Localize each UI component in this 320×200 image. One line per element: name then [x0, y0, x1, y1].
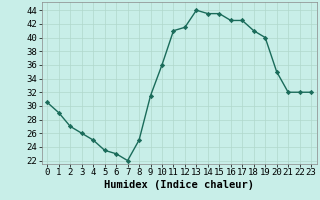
X-axis label: Humidex (Indice chaleur): Humidex (Indice chaleur) — [104, 180, 254, 190]
